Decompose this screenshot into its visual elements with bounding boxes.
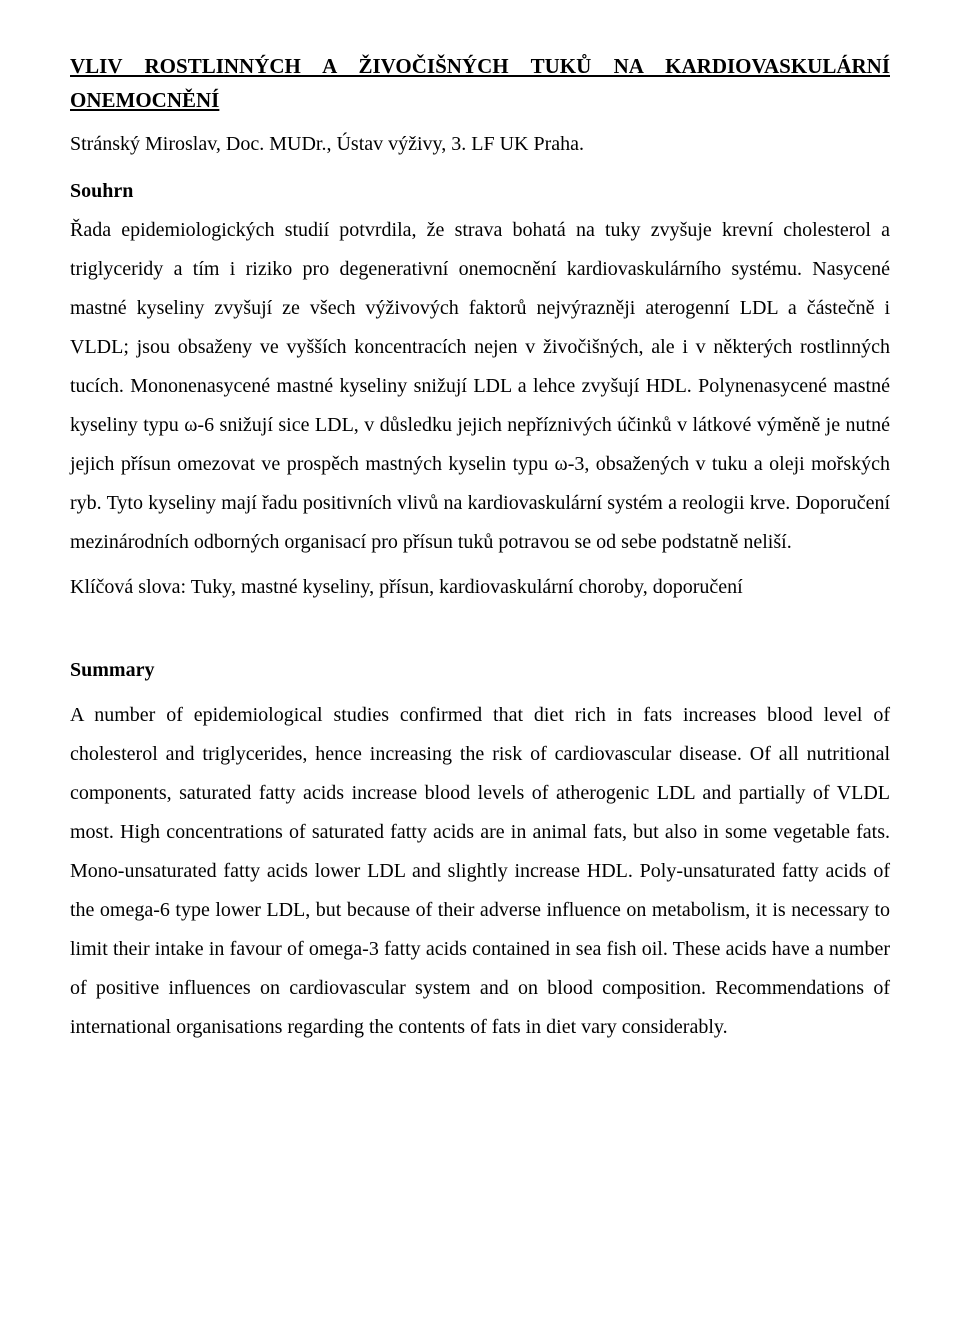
summary-text: A number of epidemiological studies conf… bbox=[70, 696, 890, 1047]
document-title: VLIV ROSTLINNÝCH A ŽIVOČIŠNÝCH TUKŮ NA K… bbox=[70, 50, 890, 117]
author-line: Stránský Miroslav, Doc. MUDr., Ústav výž… bbox=[70, 125, 890, 164]
souhrn-text: Řada epidemiologických studií potvrdila,… bbox=[70, 211, 890, 562]
keywords-line: Klíčová slova: Tuky, mastné kyseliny, př… bbox=[70, 568, 890, 607]
summary-heading: Summary bbox=[70, 651, 890, 690]
souhrn-heading: Souhrn bbox=[70, 172, 890, 211]
